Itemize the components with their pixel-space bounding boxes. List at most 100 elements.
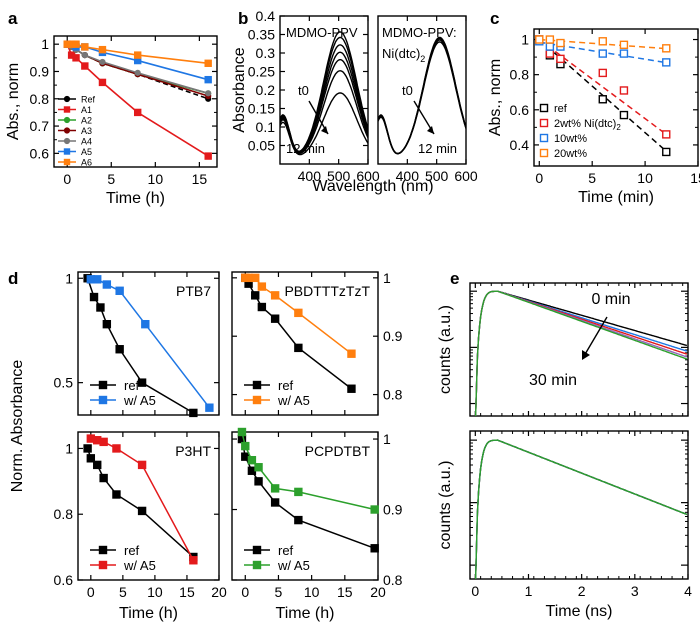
data-point-A6: [204, 59, 212, 67]
panel-label: e: [450, 269, 459, 288]
data-point: [102, 280, 112, 289]
y-axis-label: Abs., norm: [487, 59, 504, 136]
data-point: [598, 49, 607, 58]
plot-frame: [77, 271, 220, 416]
data-point: [112, 490, 121, 499]
x-tick-label: 600: [356, 168, 380, 184]
x-tick-label: 5: [107, 171, 115, 187]
decay-0-min: [474, 290, 688, 416]
data-point-A5: [204, 75, 212, 84]
x-axis-label: Time (ns): [546, 603, 613, 620]
data-point-A6: [134, 51, 142, 59]
data-point: [83, 444, 92, 453]
decay-30-min: [474, 439, 688, 579]
y-tick-label: 1: [383, 431, 391, 447]
x-tick-label: 5: [119, 584, 127, 600]
data-point: [619, 110, 629, 120]
y-axis-label: Norm. Absorbance: [9, 360, 26, 493]
plot-frame: [377, 15, 467, 165]
data-point: [662, 130, 671, 139]
data-point: [370, 544, 379, 553]
data-point: [598, 37, 607, 46]
y-tick-label: 1: [65, 270, 73, 286]
legend-label: A6: [81, 158, 92, 168]
data-point: [619, 86, 629, 95]
arrow-head: [321, 126, 328, 134]
panel-label: a: [8, 9, 18, 28]
legend-marker: [63, 127, 71, 134]
y-tick-label: 1: [65, 440, 73, 456]
arrow-head: [427, 126, 434, 134]
y-tick-label: 0.1: [256, 119, 276, 135]
decay-0-min: [474, 439, 688, 579]
end-label: 12 min: [286, 141, 325, 156]
y-tick-label: 0.4: [510, 137, 530, 153]
y-tick-label: 0.25: [248, 64, 275, 80]
y-tick-label: 0.7: [30, 118, 50, 134]
panel-b2: 400 500 600 MDMO-PPV: Ni(dtc)2 t0 12 min: [377, 15, 478, 184]
legend-label: w/ A5: [277, 393, 310, 408]
data-point: [112, 444, 121, 453]
data-point: [535, 35, 544, 44]
x-tick-label: 10: [148, 171, 164, 187]
x-tick-label: 4: [684, 583, 692, 599]
x-tick-label: 500: [425, 168, 449, 184]
data-point: [370, 505, 379, 514]
data-point: [662, 44, 671, 53]
y-tick-label: 0.15: [248, 101, 275, 117]
spectra: [378, 36, 466, 155]
x-tick-label: 0: [535, 170, 543, 186]
plot-frame: [469, 282, 689, 417]
data-point: [86, 454, 96, 463]
end-label: 12 min: [418, 141, 457, 156]
data-point: [205, 403, 214, 412]
legend-marker: [98, 395, 108, 405]
panel-title: PTB7: [176, 283, 211, 299]
data-point: [545, 49, 555, 58]
y-tick-label: 0.05: [248, 138, 275, 154]
legend-label: A4: [81, 137, 92, 147]
data-point: [254, 477, 263, 486]
sample-annotation: Ni(dtc)2: [382, 46, 425, 64]
data-point: [257, 302, 267, 312]
sample-annotation: MDMO-PPV: [286, 25, 358, 40]
end-label: 30 min: [529, 372, 577, 389]
x-tick-label: 1: [525, 583, 533, 599]
legend-label: w/ A5: [123, 393, 156, 408]
legend-label: A5: [81, 147, 92, 157]
data-point-A6: [98, 45, 107, 54]
x-tick-label: 0: [241, 584, 249, 600]
data-point-A4: [205, 90, 212, 97]
data-point: [251, 291, 260, 300]
x-tick-label: 10: [304, 584, 320, 600]
panel-e2: 0 1 2 3 4 counts (a.u.) Time (ns): [437, 430, 692, 620]
data-point: [93, 460, 102, 470]
start-label: t0: [298, 83, 309, 98]
legend-marker: [63, 148, 71, 155]
data-point-A4: [134, 69, 141, 76]
legend-marker: [98, 380, 108, 390]
legend-label: w/ A5: [123, 558, 156, 573]
data-point-A1: [72, 54, 80, 62]
decay-5-min: [474, 290, 688, 416]
legend-marker: [252, 560, 262, 570]
plot-frame: [53, 35, 218, 168]
y-tick-label: 0.8: [510, 67, 530, 83]
legend-label: w/ A5: [277, 558, 310, 573]
data-point: [96, 303, 105, 312]
y-tick-label: 0.6: [30, 145, 50, 161]
data-point-A4: [99, 58, 106, 66]
start-label: 0 min: [591, 291, 630, 308]
y-axis-label: Abs., norm: [5, 63, 22, 140]
plot-frame: [231, 271, 379, 416]
panel-title: PBDTTTzTzT: [284, 283, 370, 299]
data-point: [141, 319, 150, 329]
x-axis-label: Time (h): [276, 605, 335, 622]
x-axis-label: Wavelength (nm): [312, 178, 433, 195]
data-point: [347, 349, 356, 358]
x-tick-label: 400: [298, 168, 322, 184]
legend-marker: [63, 137, 71, 145]
data-point: [189, 556, 198, 565]
data-point: [189, 408, 198, 418]
